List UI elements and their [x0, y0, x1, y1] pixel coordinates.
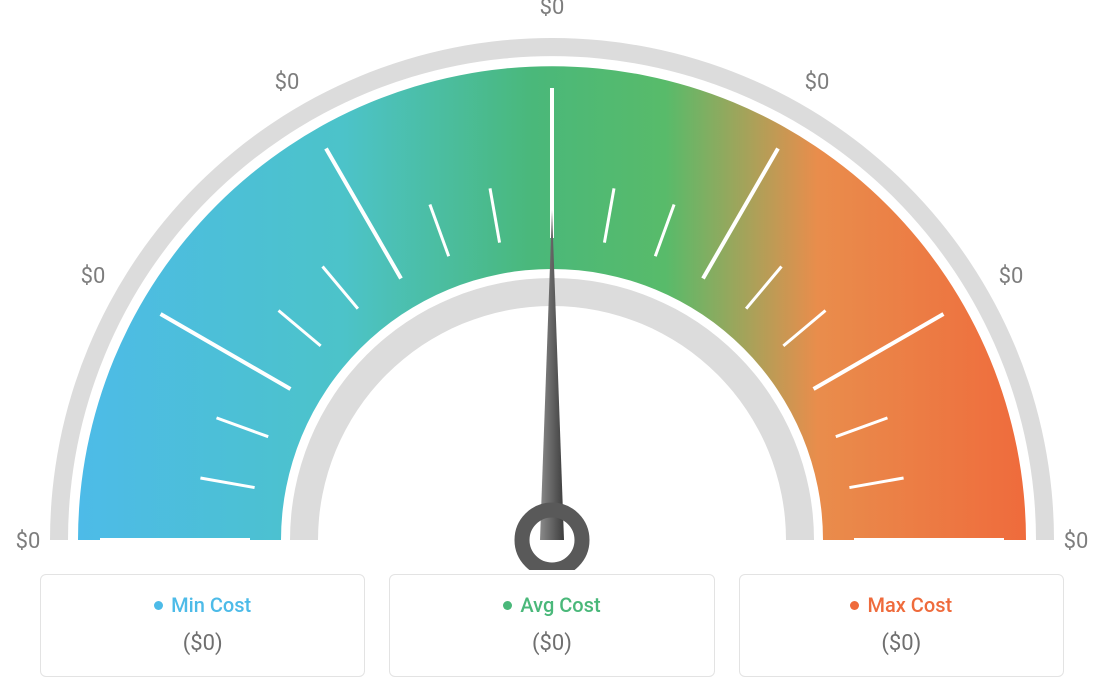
gauge-svg: $0 $0 $0 $0 $0 $0 $0	[0, 0, 1104, 570]
legend-label-min: Min Cost	[171, 593, 251, 617]
scale-label: $0	[540, 0, 565, 20]
scale-label: $0	[16, 529, 41, 554]
legend-card-max: Max Cost ($0)	[739, 574, 1064, 677]
gauge-area: $0 $0 $0 $0 $0 $0 $0	[0, 0, 1104, 570]
scale-label: $0	[1064, 529, 1089, 554]
legend-value-min: ($0)	[51, 631, 354, 656]
legend-value-avg: ($0)	[400, 631, 703, 656]
scale-label: $0	[275, 70, 300, 95]
legend-row: Min Cost ($0) Avg Cost ($0) Max Cost ($0…	[0, 574, 1104, 677]
legend-card-min: Min Cost ($0)	[40, 574, 365, 677]
scale-label: $0	[81, 264, 106, 289]
legend-dot-avg	[503, 601, 512, 610]
legend-card-avg: Avg Cost ($0)	[389, 574, 714, 677]
legend-value-max: ($0)	[750, 631, 1053, 656]
legend-label-avg: Avg Cost	[520, 593, 600, 617]
scale-label: $0	[999, 264, 1024, 289]
gauge-cost-widget: $0 $0 $0 $0 $0 $0 $0 Min Cost ($0) Avg Cost ($…	[0, 0, 1104, 690]
scale-label: $0	[805, 70, 830, 95]
legend-dot-max	[850, 601, 859, 610]
legend-dot-min	[154, 601, 163, 610]
legend-label-max: Max Cost	[867, 593, 952, 617]
